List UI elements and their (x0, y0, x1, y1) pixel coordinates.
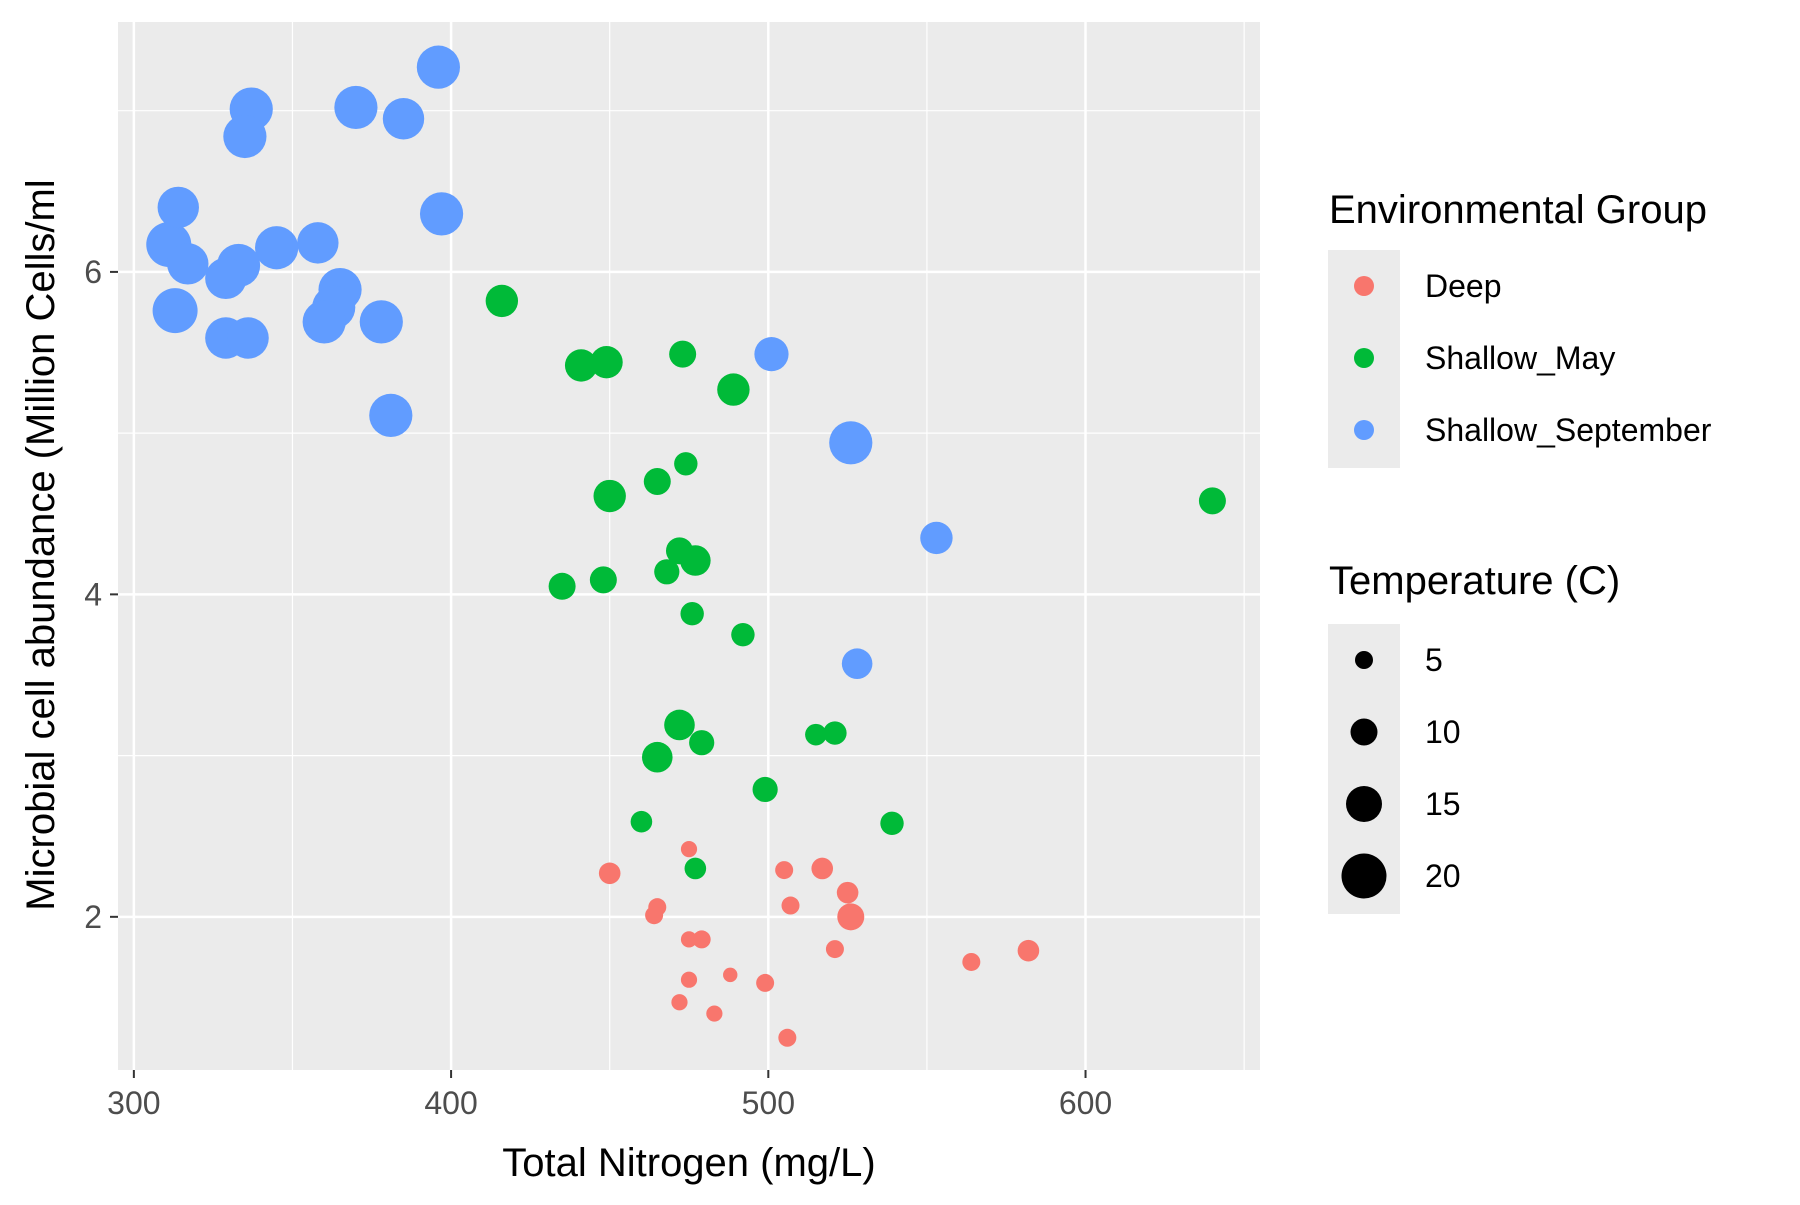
legend-color-swatch (1354, 420, 1374, 440)
data-point-shallow-september (416, 45, 460, 89)
data-point-shallow-may (669, 340, 697, 368)
data-point-shallow-september (227, 317, 269, 359)
data-point-shallow-may (674, 452, 698, 476)
data-point-deep (775, 861, 794, 880)
legend-size-swatch (1341, 853, 1387, 899)
data-point-deep (962, 952, 981, 971)
data-point-shallow-september (382, 98, 425, 140)
legend-color-swatch (1354, 276, 1374, 296)
data-point-shallow-september (302, 300, 346, 344)
legend-size-swatch (1346, 786, 1382, 822)
data-point-shallow-september (359, 300, 403, 344)
data-point-shallow-september (223, 114, 267, 159)
legend-color-label: Shallow_May (1425, 340, 1615, 376)
data-point-shallow-may (664, 709, 695, 741)
data-point-shallow-september (369, 393, 413, 438)
data-point-shallow-may (593, 479, 626, 513)
x-axis-title: Total Nitrogen (mg/L) (502, 1141, 875, 1185)
data-point-shallow-may (665, 537, 693, 565)
major-gridlines (118, 22, 1260, 1070)
legend-size-label: 10 (1425, 714, 1461, 750)
data-points (146, 45, 1226, 1047)
data-point-shallow-may (630, 810, 653, 833)
data-point-shallow-may (805, 723, 827, 746)
data-point-shallow-may (680, 602, 704, 626)
data-point-shallow-may (731, 622, 755, 647)
data-point-deep (645, 906, 664, 925)
data-point-shallow-may (654, 559, 680, 585)
x-tick-label: 500 (742, 1085, 795, 1121)
color-legend-title: Environmental Group (1329, 188, 1707, 232)
data-point-deep (837, 903, 865, 931)
data-point-deep (723, 967, 738, 983)
size-legend-title: Temperature (C) (1329, 559, 1620, 603)
data-point-shallow-may (564, 349, 598, 382)
data-point-shallow-september (152, 288, 198, 334)
data-point-shallow-september (167, 243, 209, 285)
x-tick-label: 300 (107, 1085, 160, 1121)
data-point-shallow-september (334, 85, 378, 130)
data-point-deep (756, 973, 775, 992)
data-point-shallow-september (754, 337, 789, 372)
data-point-shallow-may (643, 468, 671, 496)
data-point-deep (781, 896, 800, 915)
x-tick-label: 400 (424, 1085, 477, 1121)
data-point-shallow-september (297, 222, 339, 264)
data-point-shallow-may (1198, 487, 1226, 515)
data-point-deep (778, 1028, 797, 1047)
data-point-shallow-september (255, 226, 299, 270)
y-axis: 2 4 6 (84, 254, 118, 935)
x-axis: 300 400 500 600 (107, 1070, 1112, 1121)
data-point-shallow-september (920, 521, 953, 555)
data-point-shallow-september (419, 192, 464, 236)
data-point-shallow-may (823, 721, 847, 745)
data-point-shallow-september (205, 257, 247, 300)
y-tick-label: 4 (84, 576, 102, 612)
data-point-shallow-may (641, 741, 673, 773)
data-point-deep (836, 881, 859, 904)
data-point-shallow-september (829, 421, 873, 465)
data-point-shallow-may (548, 572, 576, 600)
x-tick-label: 600 (1059, 1085, 1112, 1121)
data-point-deep (825, 940, 844, 959)
data-point-shallow-may (752, 776, 778, 803)
legend-color-label: Deep (1425, 268, 1502, 304)
legend-color-swatch (1354, 348, 1374, 368)
legend-size-label: 5 (1425, 642, 1443, 678)
size-legend: Temperature (C) 5 10 15 20 (1328, 559, 1620, 914)
data-point-shallow-may (485, 284, 519, 318)
data-point-deep (1017, 939, 1040, 962)
data-point-deep (680, 931, 698, 948)
legend-color-label: Shallow_September (1425, 412, 1712, 448)
data-point-shallow-may (589, 566, 617, 594)
legend-size-swatch (1350, 718, 1378, 746)
data-point-shallow-may (684, 857, 707, 880)
y-axis-title: Microbial cell abundance (Million Cells/… (19, 179, 63, 910)
y-tick-label: 6 (84, 254, 102, 290)
legend-size-label: 20 (1425, 858, 1461, 894)
color-legend: Environmental Group Deep Shallow_May Shall… (1328, 188, 1712, 468)
data-point-deep (811, 857, 834, 880)
data-point-deep (598, 862, 621, 885)
data-point-deep (671, 994, 688, 1011)
data-point-shallow-september (841, 648, 873, 679)
data-point-deep (706, 1005, 723, 1022)
legend-size-swatch (1355, 651, 1373, 669)
data-point-shallow-may (689, 730, 715, 756)
data-point-shallow-may (590, 345, 623, 379)
y-tick-label: 2 (84, 899, 102, 935)
data-point-deep (680, 841, 698, 858)
data-point-deep (680, 971, 698, 988)
data-point-shallow-may (880, 811, 904, 836)
legend-size-label: 15 (1425, 786, 1461, 822)
data-point-deep (692, 930, 711, 949)
data-point-shallow-may (717, 373, 750, 406)
data-point-shallow-september (157, 186, 199, 229)
